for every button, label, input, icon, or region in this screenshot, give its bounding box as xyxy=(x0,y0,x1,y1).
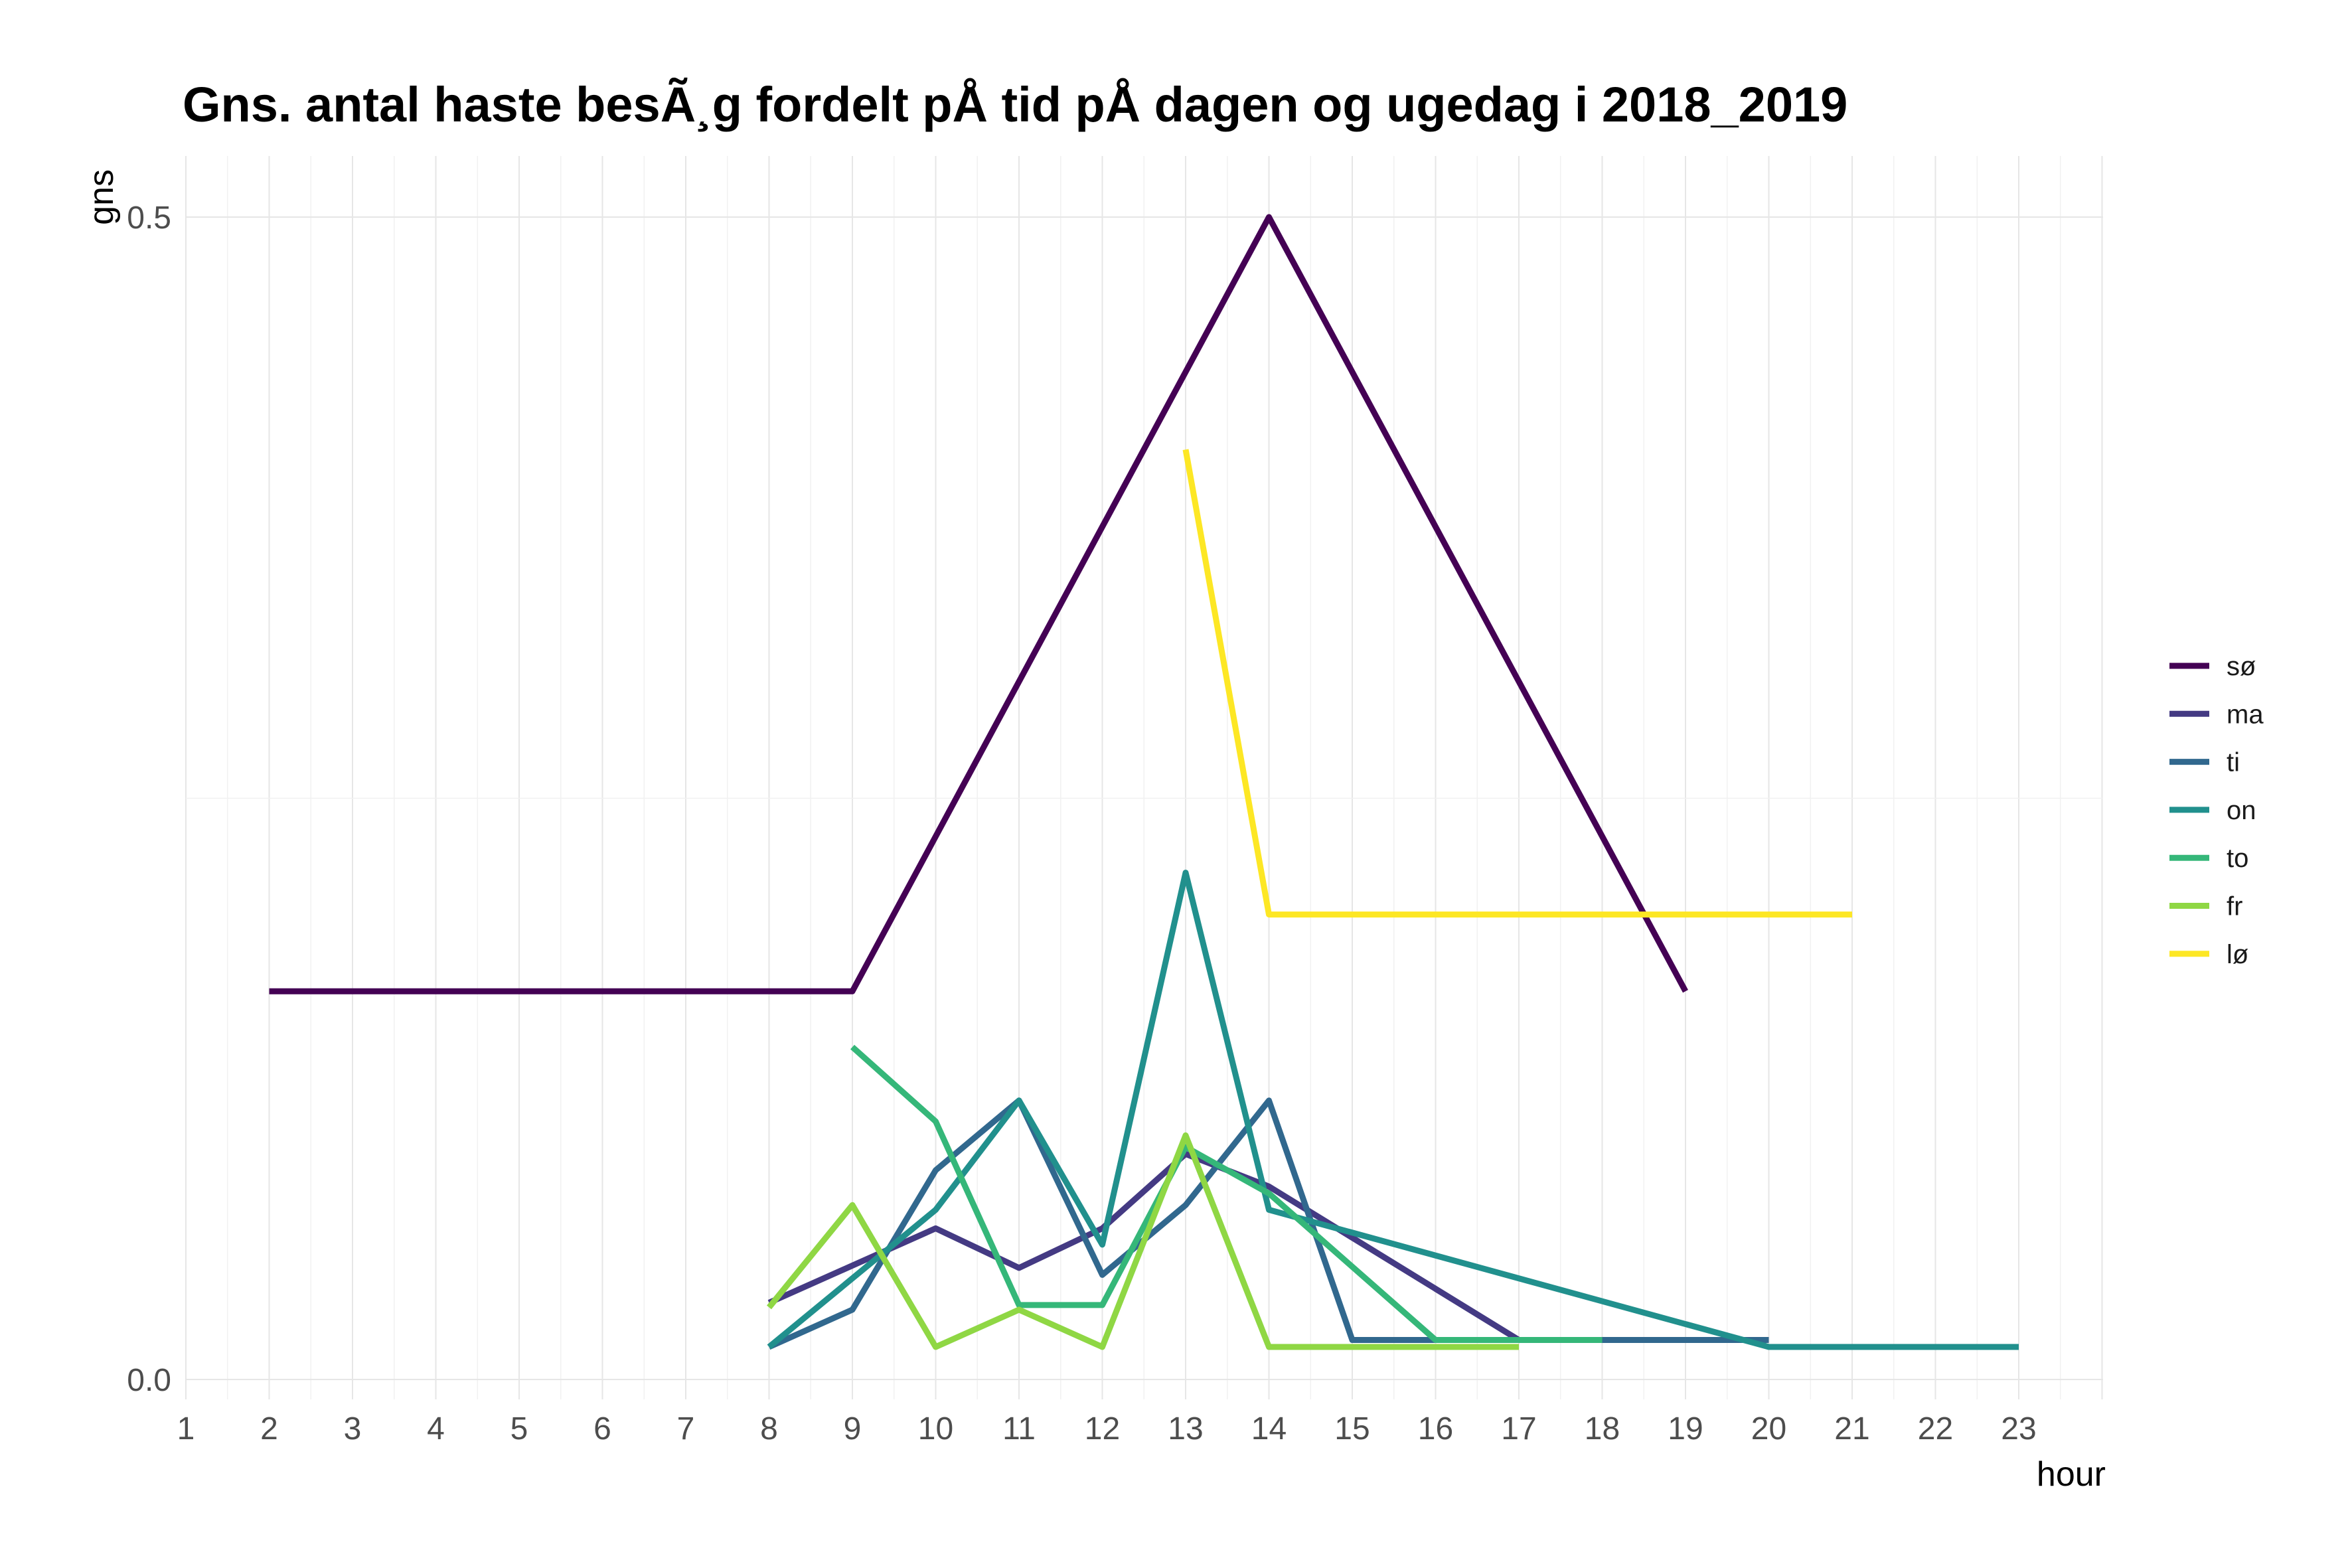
x-tick-label: 7 xyxy=(677,1411,695,1447)
x-tick-label: 1 xyxy=(177,1411,195,1447)
x-tick-label: 16 xyxy=(1418,1411,1453,1447)
x-tick-labels: 1 2 3 4 5 6 7 8 9 10 11 12 13 14 15 16 17 18 19 20 21 22 23 xyxy=(177,1411,2037,1447)
x-tick-label: 2 xyxy=(260,1411,278,1447)
x-tick-label: 17 xyxy=(1501,1411,1536,1447)
series-line-to xyxy=(850,1044,1603,1343)
y-tick-label: 0.5 xyxy=(127,200,171,236)
legend-label-lø: lø xyxy=(2227,940,2248,969)
grid xyxy=(185,156,2103,1399)
x-tick-label: 12 xyxy=(1085,1411,1120,1447)
x-tick-label: 6 xyxy=(593,1411,611,1447)
legend-label-sø: sø xyxy=(2227,652,2256,681)
y-axis-title: gns xyxy=(82,169,121,225)
x-tick-label: 19 xyxy=(1668,1411,1703,1447)
x-tick-label: 10 xyxy=(918,1411,953,1447)
legend-label-on: on xyxy=(2227,796,2256,825)
x-tick-label: 5 xyxy=(510,1411,528,1447)
x-tick-label: 20 xyxy=(1751,1411,1786,1447)
x-tick-label: 14 xyxy=(1251,1411,1287,1447)
legend-label-to: to xyxy=(2227,844,2248,873)
x-tick-label: 15 xyxy=(1334,1411,1370,1447)
legend-label-ma: ma xyxy=(2227,700,2264,729)
legend-label-ti: ti xyxy=(2227,748,2240,777)
x-tick-label: 3 xyxy=(344,1411,362,1447)
x-axis-title: hour xyxy=(2037,1455,2106,1494)
series-line-lø xyxy=(1182,449,1852,918)
chart-title: Gns. antal haste besÃ¸g fordelt pÅ tid p… xyxy=(183,77,1847,132)
series-lines xyxy=(269,214,2019,1350)
series-line-ti xyxy=(767,1097,1769,1350)
x-tick-label: 4 xyxy=(427,1411,445,1447)
series-line-ma xyxy=(767,1150,1769,1343)
x-tick-label: 23 xyxy=(2001,1411,2036,1447)
legend-label-fr: fr xyxy=(2227,892,2242,921)
x-tick-label: 22 xyxy=(1918,1411,1953,1447)
legend: sø ma ti on to fr lø xyxy=(2169,652,2264,969)
series-line-on xyxy=(767,870,2019,1350)
x-tick-label: 13 xyxy=(1168,1411,1203,1447)
y-tick-label: 0.0 xyxy=(127,1363,171,1398)
x-tick-label: 21 xyxy=(1834,1411,1869,1447)
x-tick-label: 9 xyxy=(844,1411,862,1447)
y-tick-labels: 0.0 0.5 xyxy=(127,200,171,1398)
x-tick-label: 18 xyxy=(1585,1411,1620,1447)
series-line-sø xyxy=(269,214,1688,994)
series-line-fr xyxy=(767,1132,1519,1350)
x-tick-label: 8 xyxy=(760,1411,778,1447)
x-tick-label: 11 xyxy=(1002,1411,1036,1447)
